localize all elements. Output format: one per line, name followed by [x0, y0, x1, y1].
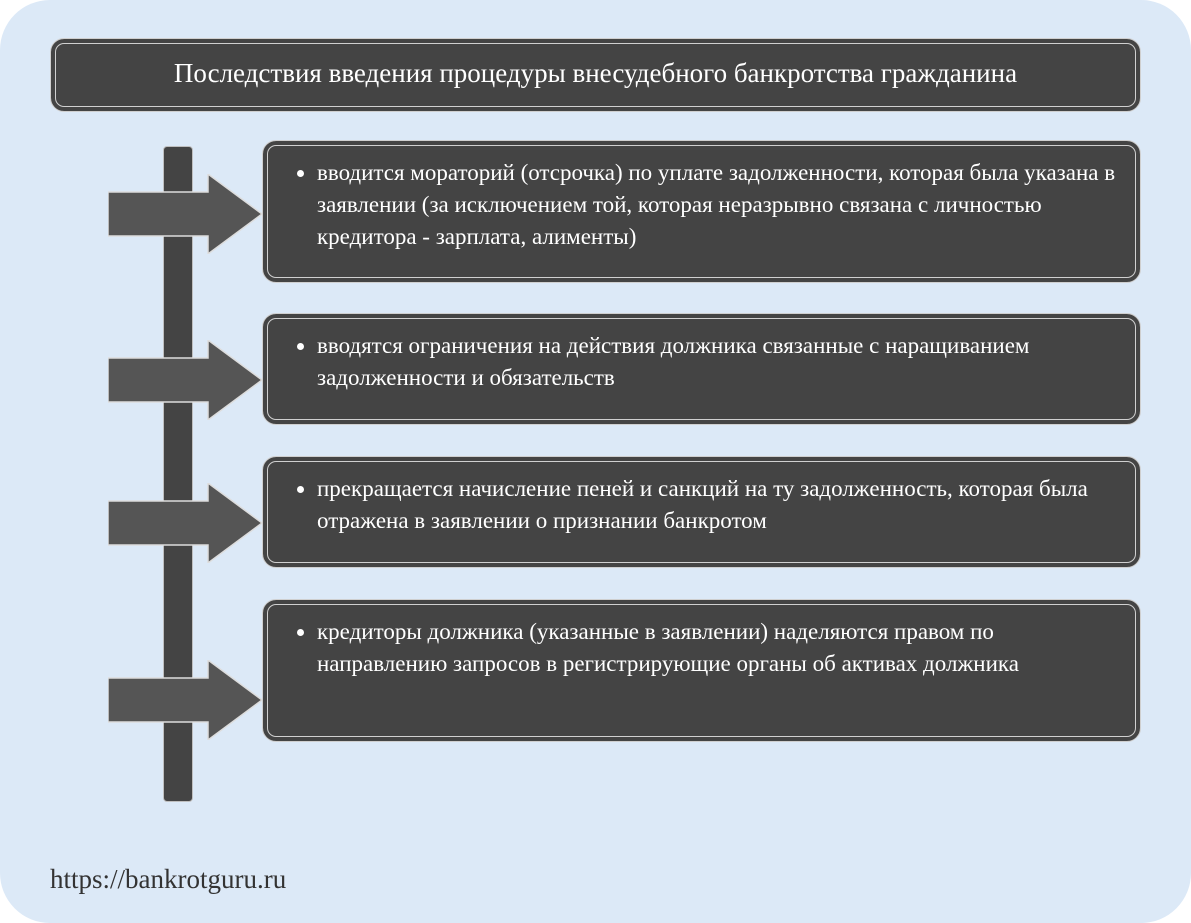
item-text: прекращается начисление пеней и санкций …	[317, 473, 1120, 536]
flow-area: вводится мораторий (отсрочка) по уплате …	[50, 140, 1141, 820]
footer-url: https://bankrotguru.ru	[50, 864, 286, 895]
arrow-icon	[108, 483, 262, 563]
infographic-canvas: Последствия введения процедуры внесудебн…	[0, 0, 1191, 923]
item-text: вводятся ограничения на действия должник…	[317, 330, 1120, 393]
arrow-icon	[108, 174, 262, 254]
title-text: Последствия введения процедуры внесудебн…	[174, 58, 1017, 88]
title-box: Последствия введения процедуры внесудебн…	[50, 38, 1141, 112]
item-box: вводится мораторий (отсрочка) по уплате …	[262, 140, 1141, 283]
item-text: кредиторы должника (указанные в заявлени…	[317, 616, 1120, 679]
arrow-icon	[108, 340, 262, 420]
arrow-icon	[108, 660, 262, 740]
item-box: кредиторы должника (указанные в заявлени…	[262, 599, 1141, 742]
item-box: вводятся ограничения на действия должник…	[262, 313, 1141, 425]
item-text: вводится мораторий (отсрочка) по уплате …	[317, 157, 1120, 252]
item-box: прекращается начисление пеней и санкций …	[262, 456, 1141, 568]
